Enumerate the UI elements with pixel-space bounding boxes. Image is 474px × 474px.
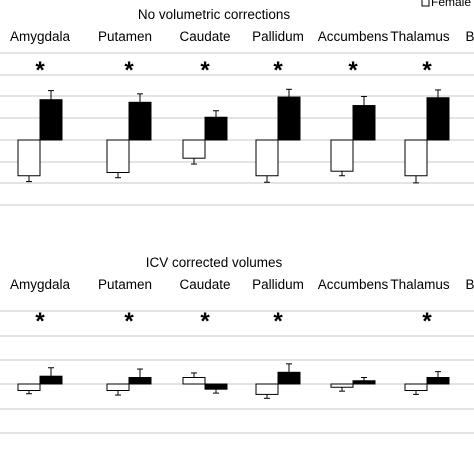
category-label: B [465, 29, 474, 44]
bar-female [255, 139, 279, 177]
significance-star: * [422, 57, 432, 84]
significance-star: * [200, 308, 210, 335]
category-label: Pallidum [252, 29, 304, 44]
bar-male [204, 383, 228, 390]
bar-female [17, 139, 41, 177]
bar-male [426, 97, 450, 141]
category-label: Amygdala [10, 277, 71, 292]
category-label: Putamen [98, 277, 152, 292]
significance-star: * [35, 308, 45, 335]
significance-star: * [348, 57, 358, 84]
panel-icv-corrected: ICV corrected volumesousAmygdalaPutamenC… [0, 255, 474, 434]
bar-male [128, 377, 152, 385]
bar-female [330, 139, 354, 172]
significance-star: * [124, 57, 134, 84]
bar-female [106, 383, 130, 391]
bar-male [277, 96, 301, 141]
bar-female [404, 139, 428, 177]
significance-star: * [35, 57, 45, 84]
bar-male [204, 116, 228, 141]
significance-star: * [124, 308, 134, 335]
category-label: Accumbens [318, 277, 389, 292]
chart-title: ICV corrected volumes [146, 255, 283, 270]
bar-female [330, 383, 354, 388]
category-label: B [465, 277, 474, 292]
bar-female [404, 383, 428, 391]
category-label: Accumbens [318, 29, 389, 44]
bar-male [39, 99, 63, 141]
legend-swatch-female [421, 0, 430, 7]
legend: Female [421, 0, 471, 9]
category-label: Putamen [98, 29, 152, 44]
category-label: Pallidum [252, 277, 304, 292]
bar-male [39, 375, 63, 385]
bar-female [106, 139, 130, 173]
category-label: Amygdala [10, 29, 71, 44]
bar-male [128, 101, 152, 141]
bar-female [182, 377, 206, 385]
bar-female [255, 383, 279, 395]
category-label: Caudate [179, 277, 230, 292]
legend-label-female: Female [431, 0, 471, 9]
significance-star: * [273, 57, 283, 84]
bar-male [426, 377, 450, 385]
bar-female [17, 383, 41, 391]
significance-star: * [200, 57, 210, 84]
bar-male [277, 371, 301, 385]
panel-no-corrections: No volumetric correctionsousAmygdalaPuta… [0, 7, 474, 206]
bar-female [182, 139, 206, 159]
significance-star: * [422, 308, 432, 335]
chart-title: No volumetric corrections [138, 7, 291, 22]
category-label: Thalamus [390, 277, 450, 292]
significance-star: * [273, 308, 283, 335]
bar-male [352, 105, 376, 141]
category-label: Caudate [179, 29, 230, 44]
category-label: Thalamus [390, 29, 450, 44]
bar-male [352, 380, 376, 385]
